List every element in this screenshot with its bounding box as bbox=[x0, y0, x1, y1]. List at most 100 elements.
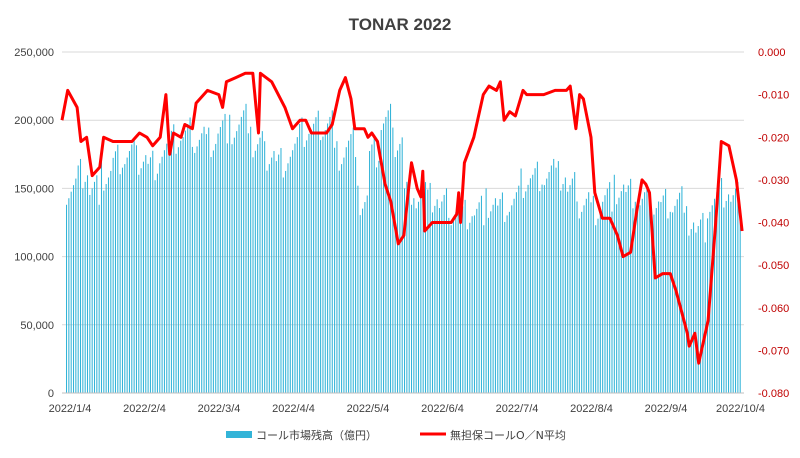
bar bbox=[501, 192, 503, 393]
bar bbox=[431, 212, 434, 393]
bar-series bbox=[66, 103, 741, 394]
bar bbox=[119, 174, 121, 393]
bar bbox=[131, 144, 133, 393]
bar bbox=[306, 140, 308, 393]
bar bbox=[574, 172, 576, 393]
bar bbox=[355, 157, 357, 393]
bar bbox=[732, 195, 734, 393]
bar bbox=[730, 201, 732, 393]
bar bbox=[329, 116, 331, 394]
bar bbox=[646, 185, 648, 393]
bar bbox=[739, 211, 741, 393]
bar bbox=[240, 116, 242, 394]
left-tick-label: 50,000 bbox=[20, 320, 54, 332]
bar bbox=[289, 156, 291, 393]
bar bbox=[266, 170, 268, 393]
line-series-call-rate bbox=[60, 71, 744, 365]
bar bbox=[77, 165, 79, 393]
bar bbox=[529, 178, 531, 393]
bar bbox=[320, 140, 322, 393]
bar bbox=[718, 184, 720, 393]
bar bbox=[583, 205, 585, 393]
bar bbox=[313, 123, 315, 393]
bar bbox=[434, 205, 436, 393]
bar bbox=[112, 157, 114, 393]
bar bbox=[452, 218, 455, 393]
bar bbox=[334, 147, 336, 393]
bar bbox=[438, 208, 441, 393]
bar bbox=[369, 151, 371, 393]
bar bbox=[553, 158, 555, 393]
bar bbox=[96, 175, 98, 393]
bar bbox=[721, 178, 723, 393]
bar bbox=[231, 144, 233, 393]
bar bbox=[138, 174, 140, 393]
bar bbox=[170, 130, 172, 393]
bar bbox=[672, 212, 674, 393]
bar bbox=[114, 151, 117, 393]
right-tick-label: 0.000 bbox=[758, 47, 786, 59]
bar bbox=[324, 130, 326, 393]
bar bbox=[341, 164, 343, 393]
bar bbox=[100, 161, 103, 393]
bar bbox=[280, 148, 282, 393]
bar bbox=[737, 182, 739, 393]
right-tick-label: -0.060 bbox=[758, 303, 789, 315]
bar bbox=[82, 188, 84, 393]
bar bbox=[513, 198, 515, 393]
bar bbox=[254, 150, 256, 393]
bar bbox=[413, 198, 415, 393]
bar bbox=[142, 161, 144, 393]
bar bbox=[345, 147, 347, 393]
bar bbox=[156, 173, 158, 393]
bar bbox=[168, 137, 170, 393]
bar bbox=[644, 192, 646, 393]
bar bbox=[84, 181, 86, 393]
bar bbox=[420, 195, 422, 393]
bar bbox=[91, 188, 93, 393]
bar bbox=[651, 221, 653, 393]
bar bbox=[578, 218, 580, 393]
bar bbox=[695, 232, 697, 393]
legend-bar-label: コール市場残高（億円） bbox=[256, 428, 377, 442]
bar bbox=[630, 178, 632, 393]
bar bbox=[366, 195, 368, 393]
bar bbox=[292, 150, 294, 393]
bar bbox=[103, 190, 105, 393]
x-axis-ticks: 2022/1/4 2022/2/4 2022/3/4 2022/4/4 2022/5/4… bbox=[49, 403, 765, 415]
bar bbox=[189, 117, 191, 394]
bar bbox=[315, 117, 317, 393]
bar bbox=[357, 185, 359, 393]
bar bbox=[476, 208, 478, 393]
bar bbox=[599, 212, 601, 393]
bar bbox=[135, 145, 137, 393]
bar bbox=[285, 170, 287, 393]
bar bbox=[655, 208, 657, 393]
bar bbox=[459, 199, 461, 393]
bar bbox=[455, 212, 457, 393]
bar bbox=[140, 168, 142, 393]
bar bbox=[508, 211, 510, 393]
bar bbox=[385, 116, 387, 394]
bar bbox=[404, 188, 406, 393]
bar bbox=[121, 167, 123, 393]
bar bbox=[217, 133, 219, 393]
bar bbox=[201, 133, 203, 393]
bar bbox=[597, 218, 599, 393]
bar bbox=[126, 157, 128, 393]
bar bbox=[562, 184, 564, 393]
bar bbox=[296, 137, 298, 393]
bar bbox=[210, 157, 212, 393]
bar bbox=[487, 217, 489, 393]
bar bbox=[543, 185, 545, 393]
bar bbox=[212, 150, 214, 393]
bar bbox=[473, 215, 475, 393]
x-tick-label: 2022/3/4 bbox=[198, 403, 241, 415]
bar bbox=[75, 178, 77, 393]
bar bbox=[627, 185, 629, 393]
bar bbox=[110, 170, 112, 393]
bar bbox=[338, 170, 340, 393]
bar bbox=[457, 205, 459, 393]
bar bbox=[184, 130, 186, 393]
bar bbox=[569, 185, 571, 393]
